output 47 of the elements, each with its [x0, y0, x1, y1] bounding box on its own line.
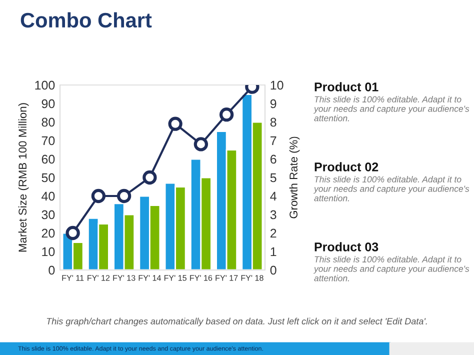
y-tick-label: 60	[42, 154, 55, 164]
y-tick-label: 70	[42, 136, 55, 146]
x-tick-label: FY' 18	[241, 275, 264, 281]
y-tick-label: 90	[42, 99, 55, 108]
x-tick-label: FY' 11	[62, 275, 84, 281]
text: This slide is 100% editable. Adapt it to your needs and capture your audience's attention.	[314, 96, 470, 122]
x-tick-label: FY' 12	[88, 275, 110, 281]
y2-tick-label: 7	[270, 136, 276, 146]
x-tick-label: FY' 15	[164, 275, 186, 281]
point	[142, 170, 157, 185]
y-axis-title: Market Size (RMB 100 Million)	[18, 103, 29, 252]
point	[219, 108, 234, 122]
y2-tick-label: 6	[270, 154, 276, 164]
point	[116, 188, 132, 204]
y2-tick-label: 2	[270, 228, 276, 238]
x-tick-label: FY' 17	[216, 275, 238, 281]
y2-tick-label: 1	[270, 247, 276, 256]
x-tick-label: FY' 13	[113, 275, 136, 281]
text: This slide is 100% editable. Adapt it to your needs and capture your audience's attention.	[314, 176, 470, 202]
y-tick-label: 30	[42, 210, 55, 220]
text: This slide is 100% editable. Adapt it to your needs and capture your audience's attention.	[314, 256, 470, 282]
y-tick-label: 100	[35, 80, 55, 90]
y2-tick-label: 8	[270, 118, 276, 127]
point	[91, 188, 106, 204]
text: Product 01	[314, 82, 378, 92]
text: Product 02	[314, 162, 378, 172]
x-tick-label: FY' 14	[138, 275, 161, 281]
y-tick-label: 20	[42, 228, 55, 238]
y2-tick-label: 4	[270, 192, 276, 201]
y-tick-label: 0	[48, 266, 55, 275]
y2-tick-label: 10	[270, 80, 284, 90]
text: This graph/chart changes automatically based on data. Just left click on it and select 'Edit Data'.	[46, 318, 427, 326]
y-tick-label: 10	[42, 247, 55, 256]
point	[168, 116, 182, 131]
x-tick-label: FY' 16	[190, 275, 212, 281]
y2-tick-label: 5	[270, 173, 276, 182]
chart-title: Combo Chart	[20, 12, 152, 28]
y2-tick-label: 9	[270, 99, 276, 108]
point	[194, 137, 208, 152]
point	[66, 226, 80, 240]
y2-tick-label: 3	[270, 210, 276, 220]
text: Product 03	[314, 242, 378, 252]
y2-tick-label: 0	[270, 266, 276, 275]
y2-axis-title: Growth Rate (%)	[289, 136, 300, 218]
y-tick-label: 80	[42, 118, 55, 127]
y-tick-label: 50	[42, 173, 55, 182]
y-tick-label: 40	[42, 192, 55, 201]
